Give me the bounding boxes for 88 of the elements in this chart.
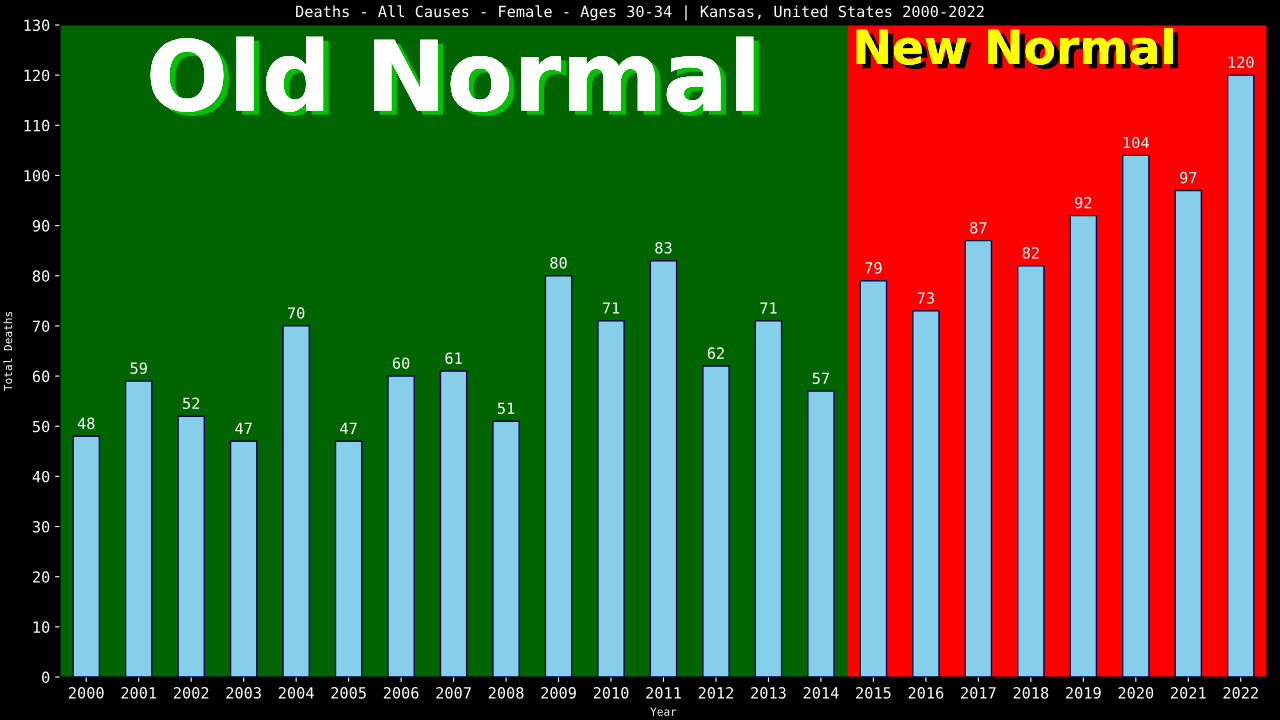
- data-label: 87: [970, 221, 987, 234]
- x-tick-label: 2010: [593, 687, 629, 699]
- bar: [439, 370, 468, 677]
- x-tick-label: 2005: [331, 687, 366, 699]
- x-tick-label: 2012: [698, 687, 734, 699]
- y-tick-label: 60: [32, 370, 50, 383]
- data-label: 120: [1228, 56, 1254, 69]
- data-label: 71: [602, 302, 620, 314]
- x-tick-label: 2000: [68, 687, 104, 699]
- bar: [282, 325, 310, 677]
- x-tick-label: 2017: [961, 687, 996, 699]
- x-tick-label: 2011: [646, 687, 681, 699]
- x-tick-label: 2022: [1223, 687, 1258, 699]
- y-tick-label: 40: [32, 470, 50, 483]
- data-label: 47: [340, 422, 357, 434]
- bar: [597, 320, 625, 677]
- x-tick-label: 2015: [856, 687, 891, 699]
- y-tick-label: 0: [42, 671, 50, 684]
- chart-title: Deaths - All Causes - Female - Ages 30-34 | Kansas, United States 2000-2022: [296, 5, 984, 21]
- x-tick-label: 2021: [1171, 687, 1206, 699]
- y-tick-label: 50: [32, 420, 50, 433]
- x-tick-label: 2018: [1013, 687, 1049, 699]
- bar: [229, 440, 258, 677]
- x-tick-label: 2009: [541, 687, 576, 699]
- bar: [544, 275, 573, 677]
- y-tick-label: 100: [24, 169, 50, 182]
- y-axis-title: Total Deaths: [3, 311, 13, 391]
- bar: [1017, 265, 1045, 677]
- data-label: 73: [917, 292, 934, 304]
- data-label: 57: [812, 372, 829, 384]
- bar: [1174, 189, 1203, 677]
- data-label: 104: [1123, 136, 1149, 149]
- data-label: 80: [550, 257, 567, 269]
- data-label: 61: [445, 352, 462, 364]
- x-tick-label: 2003: [226, 687, 261, 699]
- bar: [754, 320, 783, 677]
- bar: [1069, 214, 1098, 677]
- x-tick-label: 2006: [383, 687, 419, 699]
- y-tick-label: 80: [32, 270, 50, 282]
- bar: [859, 280, 888, 677]
- bar: [124, 380, 153, 677]
- x-tick-label: 2008: [488, 687, 524, 699]
- bar: [334, 440, 363, 677]
- data-label: 60: [392, 357, 410, 369]
- y-tick-label: 10: [33, 621, 50, 633]
- data-label: 48: [77, 417, 95, 430]
- bar: [72, 435, 101, 677]
- x-tick-label: 2001: [121, 687, 157, 699]
- bar: [702, 365, 730, 677]
- y-tick-label: 110: [24, 119, 50, 132]
- data-label: 79: [865, 262, 882, 274]
- x-tick-label: 2020: [1118, 687, 1154, 699]
- x-axis-title: Year: [650, 707, 677, 716]
- x-tick-label: 2002: [173, 687, 209, 699]
- x-tick-label: 2013: [751, 687, 786, 699]
- y-tick-label: 70: [32, 320, 50, 332]
- data-label: 62: [707, 347, 724, 359]
- x-tick-label: 2019: [1066, 687, 1101, 699]
- bar: [807, 390, 835, 677]
- data-label: 52: [183, 397, 200, 410]
- y-tick-label: 30: [32, 521, 50, 533]
- y-tick-label: 20: [33, 571, 50, 583]
- data-label: 71: [760, 302, 777, 314]
- x-tick-label: 2004: [278, 687, 314, 699]
- bar: [1226, 74, 1255, 677]
- data-label: 92: [1075, 196, 1092, 209]
- data-label: 83: [655, 242, 672, 254]
- x-tick-label: 2016: [908, 687, 944, 699]
- x-tick-label: 2007: [436, 687, 471, 699]
- bar: [177, 415, 206, 677]
- data-label: 82: [1022, 247, 1039, 259]
- y-tick-label: 90: [32, 220, 50, 232]
- data-label: 97: [1180, 171, 1197, 184]
- y-tick-label: 130: [24, 19, 50, 32]
- bar: [387, 375, 415, 677]
- y-tick-label: 120: [24, 69, 50, 82]
- bar: [649, 260, 678, 677]
- data-label: 47: [235, 422, 252, 434]
- data-label: 70: [287, 307, 305, 319]
- bar: [492, 420, 520, 677]
- x-tick-label: 2014: [803, 687, 839, 699]
- band-label: New Normal: [856, 28, 1179, 69]
- bar: [1121, 154, 1150, 677]
- data-label: 59: [130, 362, 147, 374]
- bar: [912, 310, 940, 677]
- band-label: Old Normal: [150, 36, 759, 117]
- bar: [964, 239, 993, 677]
- data-label: 51: [497, 402, 515, 415]
